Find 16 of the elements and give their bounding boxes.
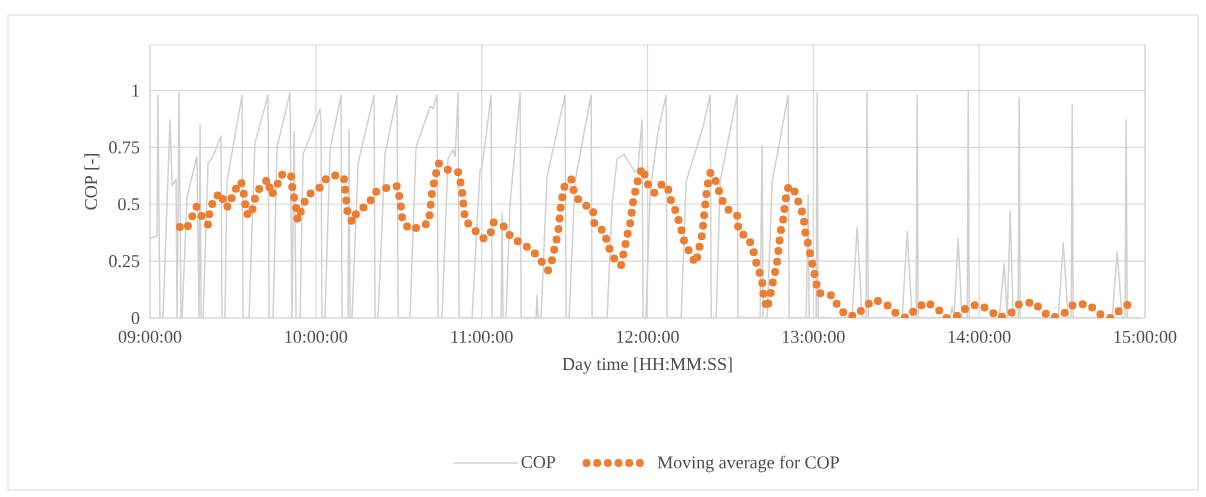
y-tick-label: 0 (131, 311, 140, 325)
y-tick-label: 1 (132, 84, 139, 97)
x-tick-label: 13:00:00 (782, 330, 845, 343)
x-axis-title: Day time [HH:MM:SS] (562, 357, 732, 374)
x-tick-label: 11:00:00 (451, 330, 513, 343)
x-tick-label: 12:00:00 (617, 330, 679, 343)
y-tick-label: 0.5 (118, 198, 140, 211)
legend-label: Moving average for COP (657, 455, 839, 473)
x-tick-label: 15:00:00 (1114, 330, 1177, 343)
x-tick-label: 09:00:00 (118, 330, 182, 343)
x-tick-label: 10:00:00 (285, 330, 348, 343)
y-tick-label: 0.75 (109, 141, 140, 154)
legend-label: COP (521, 456, 556, 469)
y-axis-title: COP [-] (84, 154, 100, 210)
x-tick-label: 14:00:00 (948, 330, 1011, 343)
y-tick-label: 0.25 (109, 255, 140, 268)
